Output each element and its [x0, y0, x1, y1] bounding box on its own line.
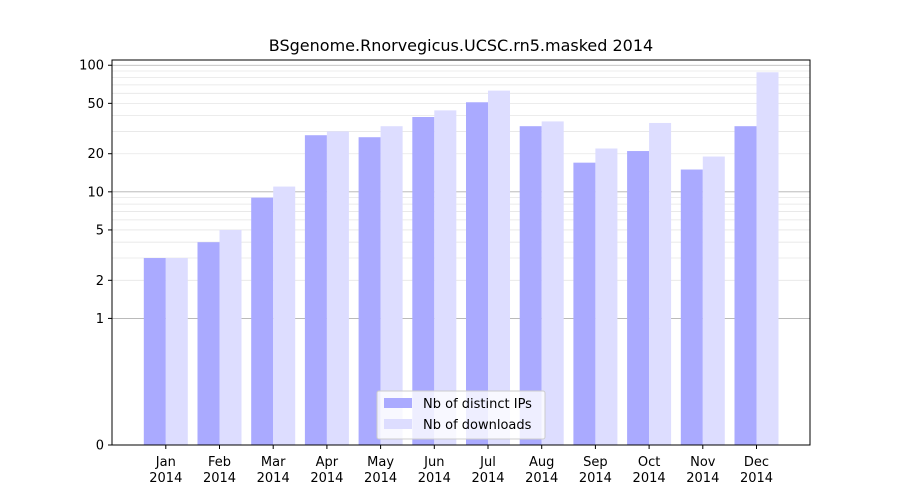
x-tick-label-month: Feb	[208, 455, 231, 470]
bar-distinct-ips	[412, 117, 435, 446]
bar-distinct-ips	[304, 135, 327, 445]
bar-distinct-ips	[358, 137, 381, 446]
bar-downloads	[273, 186, 296, 446]
y-tick-label: 10	[87, 185, 104, 200]
x-tick-label-month: Aug	[529, 455, 554, 470]
x-tick-label-year: 2014	[310, 471, 343, 486]
x-tick-label-year: 2014	[364, 471, 397, 486]
bar-distinct-ips	[680, 169, 703, 445]
x-tick-label-year: 2014	[149, 471, 182, 486]
y-tick-label: 50	[87, 97, 104, 112]
bar-distinct-ips	[197, 242, 220, 445]
x-tick-label-month: Jan	[155, 455, 176, 470]
bar-distinct-ips	[143, 258, 166, 445]
legend-swatch-ips	[384, 398, 412, 408]
x-tick-label-month: Mar	[261, 455, 286, 470]
y-tick-label: 100	[79, 59, 104, 74]
bar-downloads	[219, 229, 242, 445]
x-tick-label-year: 2014	[418, 471, 451, 486]
x-tick-label-month: May	[367, 455, 394, 470]
bars	[143, 72, 779, 446]
legend-label-downloads: Nb of downloads	[423, 418, 532, 433]
x-tick-label-year: 2014	[257, 471, 290, 486]
plot-frame	[111, 59, 811, 446]
bar-downloads	[380, 126, 403, 446]
x-tick-label-year: 2014	[633, 471, 666, 486]
x-tick-label-month: Oct	[638, 455, 660, 470]
bar-downloads	[434, 110, 457, 445]
bar-distinct-ips	[466, 102, 488, 445]
bar-downloads	[165, 258, 188, 445]
x-tick-label-year: 2014	[203, 471, 236, 486]
y-tick-label: 20	[87, 147, 104, 162]
y-tick-label: 1	[96, 312, 104, 327]
legend-box	[376, 390, 546, 440]
chart-title: BSgenome.Rnorvegicus.UCSC.rn5.masked 201…	[269, 36, 653, 55]
legend: Nb of distinct IPs Nb of downloads	[376, 390, 546, 440]
y-tick-label: 2	[96, 274, 104, 289]
bar-downloads	[488, 90, 510, 445]
bar-distinct-ips	[627, 151, 650, 445]
axis-ticks: Jan2014Feb2014Mar2014Apr2014May2014Jun20…	[79, 59, 773, 486]
x-tick-label-month: Jun	[423, 455, 444, 470]
legend-label-ips: Nb of distinct IPs	[423, 397, 532, 412]
x-tick-label-month: Apr	[316, 455, 339, 470]
bar-distinct-ips	[573, 162, 596, 445]
x-tick-label-year: 2014	[525, 471, 558, 486]
bar-downloads	[702, 156, 725, 446]
x-tick-label-month: Jul	[479, 455, 496, 470]
bar-downloads	[756, 72, 779, 446]
bar-downloads	[649, 122, 672, 445]
x-tick-label-month: Sep	[583, 455, 608, 470]
bar-distinct-ips	[519, 126, 542, 446]
bar-distinct-ips	[734, 126, 757, 446]
x-tick-label-year: 2014	[740, 471, 773, 486]
x-tick-label-month: Nov	[690, 455, 716, 470]
bar-distinct-ips	[251, 197, 274, 445]
x-tick-label-year: 2014	[686, 471, 719, 486]
bar-downloads	[326, 131, 349, 445]
y-tick-label: 5	[96, 223, 104, 238]
x-tick-label-month: Dec	[744, 455, 769, 470]
bar-downloads	[595, 148, 618, 445]
y-tick-label: 0	[96, 439, 104, 454]
x-tick-label-year: 2014	[471, 471, 504, 486]
bar-downloads	[541, 121, 564, 445]
x-tick-label-year: 2014	[579, 471, 612, 486]
legend-swatch-downloads	[384, 419, 412, 429]
